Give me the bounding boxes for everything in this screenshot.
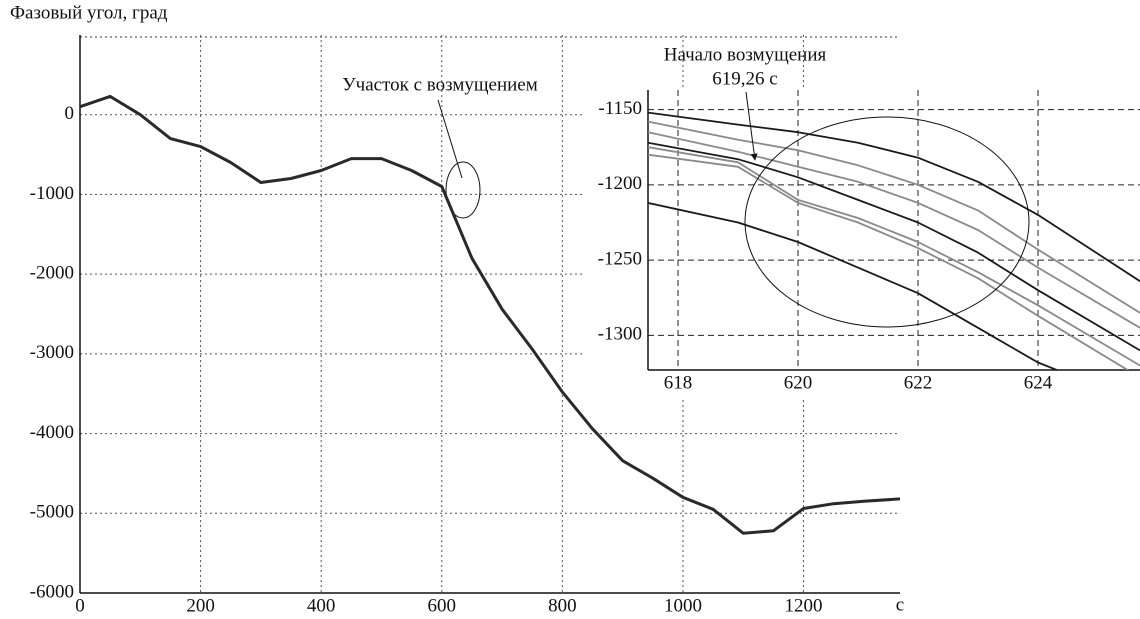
inset-background bbox=[582, 90, 1140, 400]
y-tick-label: -1000 bbox=[30, 183, 74, 204]
x-tick-label: 0 bbox=[75, 595, 85, 616]
y-tick-label: -3000 bbox=[30, 342, 74, 363]
data-line bbox=[648, 131, 1140, 329]
y-tick-label: 0 bbox=[65, 103, 75, 124]
x-tick-label: 620 bbox=[784, 372, 813, 393]
x-tick-label: 622 bbox=[904, 372, 933, 393]
annotation: Участок с возмущением bbox=[342, 74, 538, 95]
annotation-pointer bbox=[745, 91, 758, 161]
x-tick-label: 200 bbox=[186, 595, 215, 616]
x-tick-label: 1000 bbox=[664, 595, 702, 616]
x-tick-label: 618 bbox=[664, 372, 693, 393]
x-tick-label: 400 bbox=[307, 595, 336, 616]
x-tick-label: 600 bbox=[428, 595, 457, 616]
data-line bbox=[648, 141, 1140, 352]
y-tick-label: -4000 bbox=[30, 422, 74, 443]
highlight-ellipse bbox=[445, 161, 481, 219]
y-axis-title: Фазовый угол, град bbox=[10, 2, 168, 23]
annotation: 619,26 с bbox=[712, 68, 777, 89]
data-line bbox=[648, 120, 1140, 314]
y-tick-label: -1300 bbox=[598, 324, 642, 345]
annotation: Начало возмущения bbox=[664, 44, 827, 65]
y-tick-label: -6000 bbox=[30, 581, 74, 602]
x-tick-label: 1200 bbox=[785, 595, 823, 616]
highlight-circle bbox=[744, 116, 1030, 328]
y-tick-label: -2000 bbox=[30, 263, 74, 284]
x-tick-label: 800 bbox=[548, 595, 577, 616]
data-line bbox=[648, 202, 1060, 370]
x-axis-label: с bbox=[896, 594, 904, 615]
y-tick-label: -1250 bbox=[598, 248, 642, 269]
data-line bbox=[648, 146, 1140, 367]
data-line bbox=[80, 94, 900, 535]
main-chart: Фазовый угол, град с Участок с возмущени… bbox=[10, 2, 904, 616]
annotation-pointer bbox=[437, 99, 463, 179]
y-tick-label: -1200 bbox=[598, 173, 642, 194]
y-tick-label: -1150 bbox=[598, 98, 642, 119]
inset-chart: Начало возмущения 619,26 с -1150 -1200 -12… bbox=[582, 44, 1140, 400]
y-tick-label: -5000 bbox=[30, 502, 74, 523]
x-tick-label: 624 bbox=[1024, 372, 1053, 393]
data-line bbox=[648, 153, 1130, 370]
